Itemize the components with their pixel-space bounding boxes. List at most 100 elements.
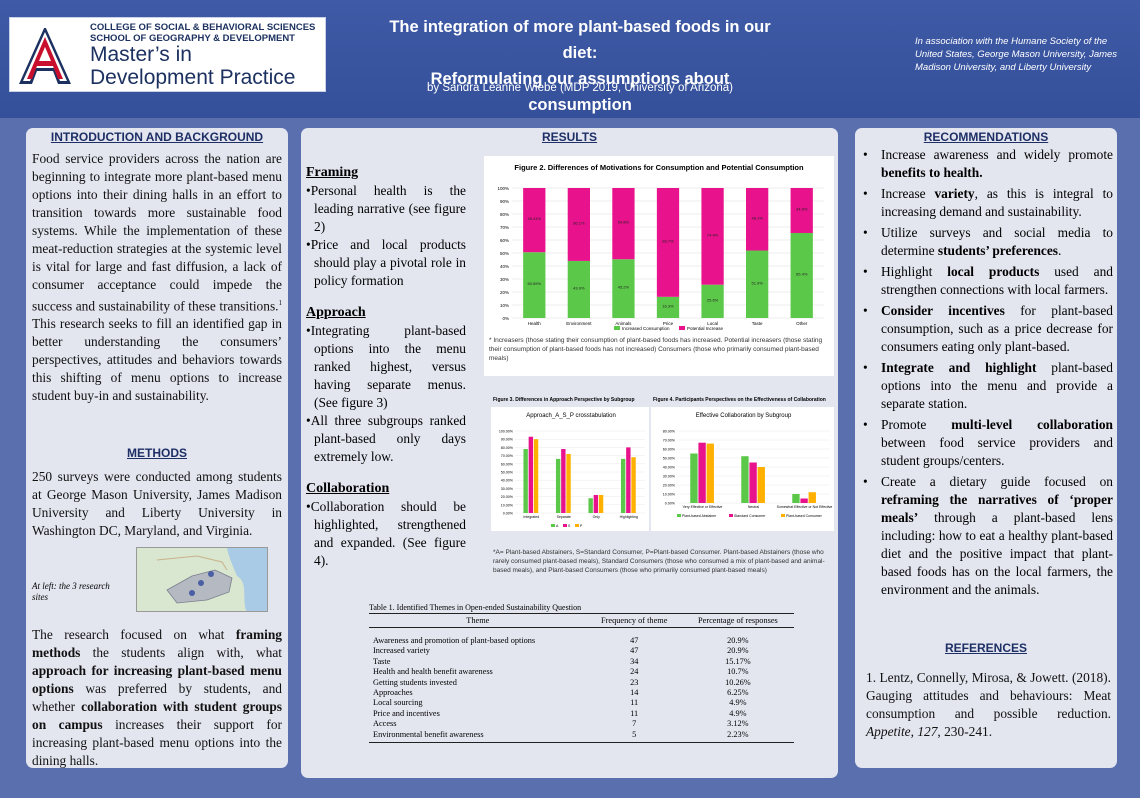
y-tick-label: 40.00% xyxy=(501,479,514,483)
table-cell: Environmental benefit awareness xyxy=(369,729,587,744)
x-tick-label: Health xyxy=(528,321,542,326)
y-tick-label: 80% xyxy=(500,212,509,217)
bar-increased xyxy=(746,250,769,318)
x-tick-label: Integrated xyxy=(523,515,539,519)
bar xyxy=(626,447,631,513)
poster-author: by Sandra Leanne Wiebe (MDP 2019, Univer… xyxy=(427,82,733,94)
table-cell: Health and health benefit awareness xyxy=(373,667,493,677)
bar-increased xyxy=(612,259,635,318)
table-cell: 20.9% xyxy=(727,636,749,645)
approach-bullets: •Integrating plant-based options into th… xyxy=(306,322,466,466)
legend-label: Plant-based Consumer xyxy=(786,514,823,518)
research-sites-map xyxy=(136,547,268,612)
data-label: 25.6% xyxy=(707,297,719,302)
bar-potential xyxy=(746,188,769,251)
figure-title: Figure 3. Differences in Approach Perspe… xyxy=(493,397,635,403)
x-tick-label: Animals xyxy=(615,321,632,326)
table-header-cell: Frequency of theme xyxy=(586,613,682,628)
table-body: Awareness and promotion of plant-based o… xyxy=(369,628,794,744)
y-tick-label: 30% xyxy=(500,277,509,282)
table-cell: 10.7% xyxy=(727,667,749,677)
y-tick-label: 50% xyxy=(500,251,509,256)
y-tick-label: 10% xyxy=(500,303,509,308)
table-header-row: Theme Frequency of theme Percentage of res… xyxy=(369,613,794,628)
recommendation-item: Create a dietary guide focused on refram… xyxy=(861,473,1113,599)
data-label: 43.9% xyxy=(573,285,585,290)
y-tick-label: 30.00% xyxy=(663,475,676,479)
intro-heading: INTRODUCTION AND BACKGROUND xyxy=(50,130,264,144)
approach-heading: Approach xyxy=(306,305,366,320)
data-label: 65.4% xyxy=(796,271,808,276)
poster-title: The integration of more plant-based food… xyxy=(389,18,771,114)
x-tick-label: Local xyxy=(707,321,718,326)
bar-increased xyxy=(701,284,724,318)
y-tick-label: 0.00% xyxy=(665,502,676,506)
bar-potential xyxy=(656,188,680,297)
bar xyxy=(792,494,800,503)
x-tick-label: Very Effective or Effective xyxy=(683,505,723,509)
framing-bullet: •Personal health is the leading narrativ… xyxy=(306,183,466,234)
y-tick-label: 70% xyxy=(500,225,509,230)
y-tick-label: 90.00% xyxy=(501,438,514,442)
bar xyxy=(533,439,539,513)
y-tick-label: 100% xyxy=(497,186,509,191)
table-cell: 4.9% xyxy=(729,698,747,708)
bar xyxy=(523,449,528,513)
collaboration-bullet: •Collaboration should be highlighted, st… xyxy=(306,499,466,568)
figure-2-chart: Figure 2. Differences of Motivations for… xyxy=(484,156,834,376)
bar xyxy=(598,494,604,513)
framing-bullet: •Price and local products should play a … xyxy=(306,237,466,288)
data-label: 49.41% xyxy=(527,216,541,221)
map-graphic xyxy=(137,548,267,611)
table-cell: Approaches xyxy=(373,688,413,698)
y-tick-label: 80.00% xyxy=(663,430,676,434)
bar-potential xyxy=(567,188,590,261)
bar xyxy=(631,457,636,513)
collaboration-bullets: •Collaboration should be highlighted, st… xyxy=(306,498,466,570)
table-row: Price and incentives 11 4.9% xyxy=(369,709,794,719)
bar xyxy=(555,458,561,513)
table-cell: 5 xyxy=(586,729,682,744)
bar-potential xyxy=(612,188,635,260)
data-label: 56.1% xyxy=(573,220,585,225)
y-tick-label: 40% xyxy=(500,264,509,269)
chart-subtitle: Approach_A_S_P crosstabulation xyxy=(526,413,616,419)
legend-swatch xyxy=(614,326,620,330)
table-title: Table 1. Identified Themes in Open-ended… xyxy=(369,603,582,612)
x-tick-label: Taste xyxy=(752,321,763,326)
results-panel: RESULTS Framing •Personal health is the … xyxy=(301,128,838,778)
y-tick-label: 40.00% xyxy=(663,466,676,470)
table-cell: 14 xyxy=(630,688,639,698)
y-tick-label: 10.00% xyxy=(663,493,676,497)
table-cell: Increased variety xyxy=(373,646,430,656)
table-cell: 15.17% xyxy=(725,656,751,666)
table-header-cell: Percentage of responses xyxy=(681,613,794,628)
figure-2-caption: * Increasers (those stating their consum… xyxy=(489,337,823,362)
right-column-panel: RECOMMENDATIONS Increase awareness and w… xyxy=(855,128,1117,768)
table-header-cell: Theme xyxy=(369,613,587,628)
legend-label: A xyxy=(556,524,559,528)
reference-1: 1. Lentz, Connelly, Mirosa, & Jowett. (2… xyxy=(866,670,1111,739)
references-heading: REFERENCES xyxy=(944,641,1027,655)
data-label: 50.59% xyxy=(527,281,541,286)
y-tick-label: 50.00% xyxy=(663,457,676,461)
x-tick-label: Somewhat Effective or Not Effective xyxy=(777,505,833,509)
y-tick-label: 60.00% xyxy=(501,462,514,466)
legend-swatch xyxy=(677,514,681,517)
recommendations-list: Increase awareness and widely promote be… xyxy=(861,146,1113,602)
table-cell: Taste xyxy=(373,656,391,666)
methods-heading: METHODS xyxy=(127,446,187,460)
y-tick-label: 100.00% xyxy=(499,430,514,434)
y-tick-label: 60.00% xyxy=(663,448,676,452)
legend-label: Plant-based Abstainer xyxy=(682,514,717,518)
bar xyxy=(690,453,698,503)
bar xyxy=(757,467,765,503)
recommendation-item: Highlight local products used and streng… xyxy=(861,263,1113,299)
data-label: 54.8% xyxy=(618,220,630,225)
approach-bullet: •Integrating plant-based options into th… xyxy=(306,323,466,410)
legend-swatch xyxy=(551,524,555,527)
table-cell: 34 xyxy=(630,656,639,666)
legend-swatch xyxy=(575,524,579,527)
recommendation-item: Increase awareness and widely promote be… xyxy=(861,146,1113,182)
figure-2-title: Figure 2. Differences of Motivations for… xyxy=(514,163,804,172)
